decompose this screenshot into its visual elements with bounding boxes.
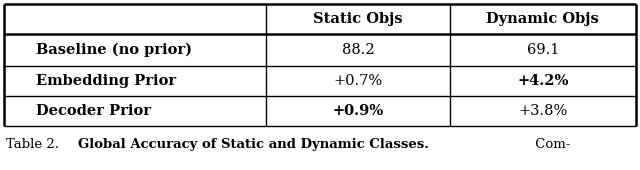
Text: Dynamic Objs: Dynamic Objs — [486, 12, 599, 26]
Text: Embedding Prior: Embedding Prior — [36, 74, 176, 88]
Text: +0.7%: +0.7% — [333, 74, 383, 88]
Text: +3.8%: +3.8% — [518, 104, 568, 118]
Text: Global Accuracy of Static and Dynamic Classes.: Global Accuracy of Static and Dynamic Cl… — [78, 138, 429, 151]
Text: 69.1: 69.1 — [527, 43, 559, 57]
Text: Com-: Com- — [531, 138, 570, 151]
Text: +0.9%: +0.9% — [332, 104, 383, 118]
Text: 88.2: 88.2 — [342, 43, 374, 57]
Text: Decoder Prior: Decoder Prior — [36, 104, 150, 118]
Text: Baseline (no prior): Baseline (no prior) — [36, 43, 191, 57]
Text: +4.2%: +4.2% — [517, 74, 568, 88]
Text: Table 2.: Table 2. — [6, 138, 61, 151]
Text: Static Objs: Static Objs — [313, 12, 403, 26]
